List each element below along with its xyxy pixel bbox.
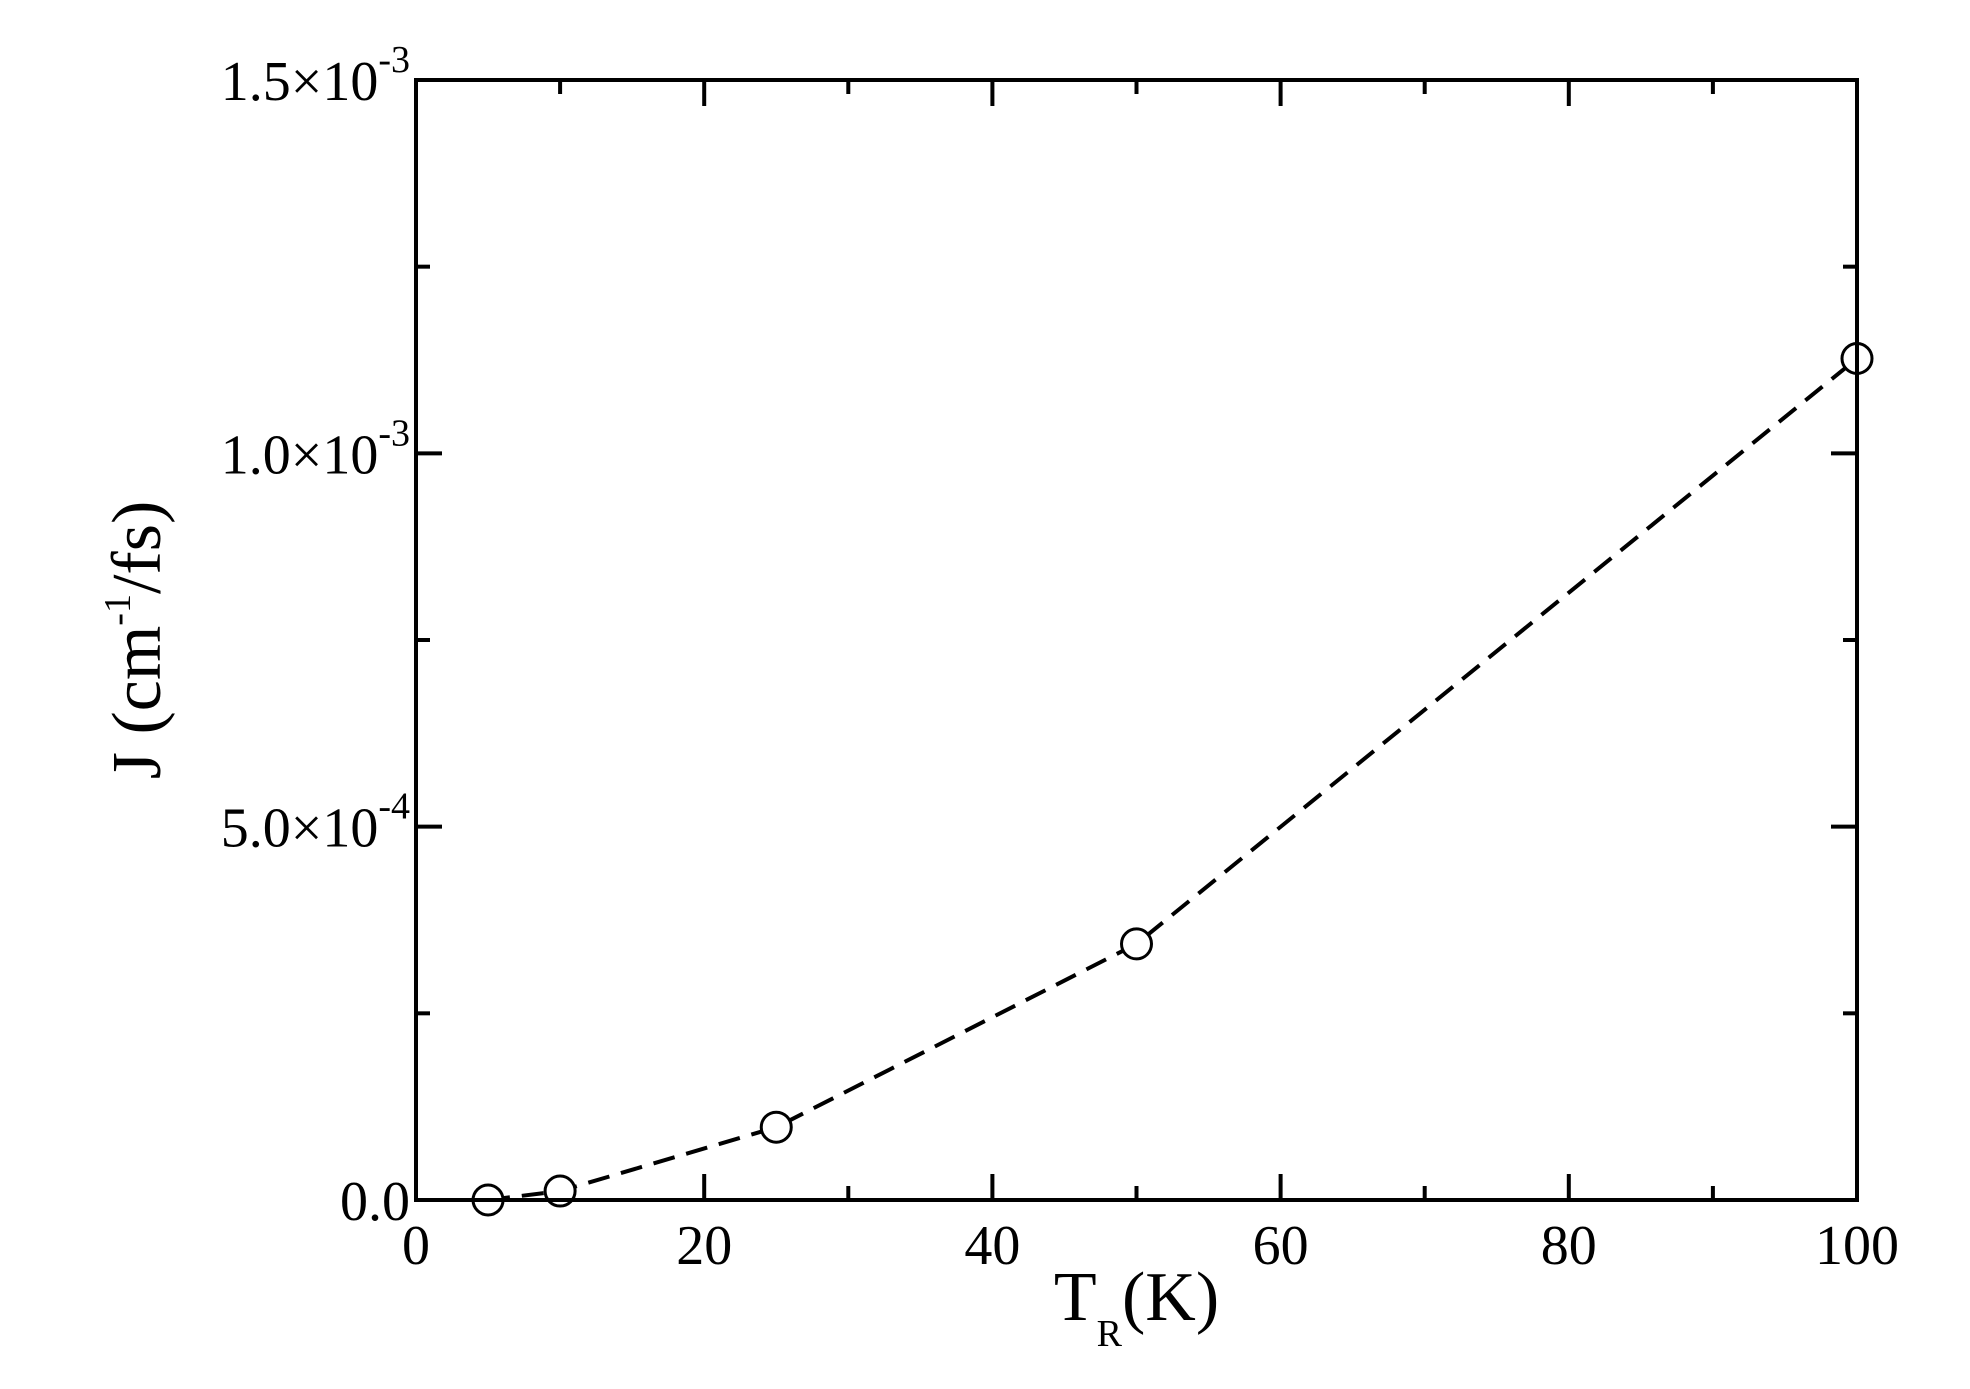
y-tick-label: 1.5×10-3 — [221, 39, 410, 113]
x-tick-label: 60 — [1253, 1215, 1309, 1277]
x-axis-title-main: T — [1054, 1259, 1097, 1336]
y-tick-label: 5.0×10-4 — [221, 786, 410, 860]
y-tick-value: 0.0 — [340, 1171, 410, 1233]
x-axis-title-subscript: R — [1097, 1313, 1123, 1355]
y-tick-mantissa: 5.0×10 — [221, 798, 379, 860]
x-tick-label: 20 — [676, 1215, 732, 1277]
y-tick-exponent: -3 — [378, 39, 410, 81]
series-line — [487, 356, 1859, 1202]
x-tick-label: 80 — [1541, 1215, 1597, 1277]
y-axis-title-suffix: /fs) — [99, 501, 176, 594]
data-point — [759, 1110, 793, 1144]
y-axis-title-prefix: J (cm — [99, 626, 176, 780]
y-axis-title: J (cm-1/fs) — [97, 501, 176, 780]
series-layer — [471, 342, 1874, 1217]
ticks-layer — [414, 78, 1859, 1202]
y-tick-label: 1.0×10-3 — [221, 412, 410, 486]
x-tick-label: 100 — [1815, 1215, 1899, 1277]
y-tick-label: 0.0 — [340, 1171, 410, 1233]
y-tick-mantissa: 1.5×10 — [221, 51, 379, 113]
y-tick-exponent: -4 — [378, 786, 410, 828]
y-tick-exponent: -3 — [378, 412, 410, 454]
y-axis-title-superscript: -1 — [97, 594, 139, 626]
y-tick-mantissa: 1.0×10 — [221, 424, 379, 486]
x-tick-label: 40 — [964, 1215, 1020, 1277]
plot-frame — [414, 78, 1859, 1202]
x-tick-label: 0 — [402, 1215, 430, 1277]
x-axis-title: TR(K) — [1054, 1259, 1219, 1355]
x-axis-title-unit: (K) — [1122, 1259, 1219, 1336]
data-point — [1120, 927, 1153, 961]
